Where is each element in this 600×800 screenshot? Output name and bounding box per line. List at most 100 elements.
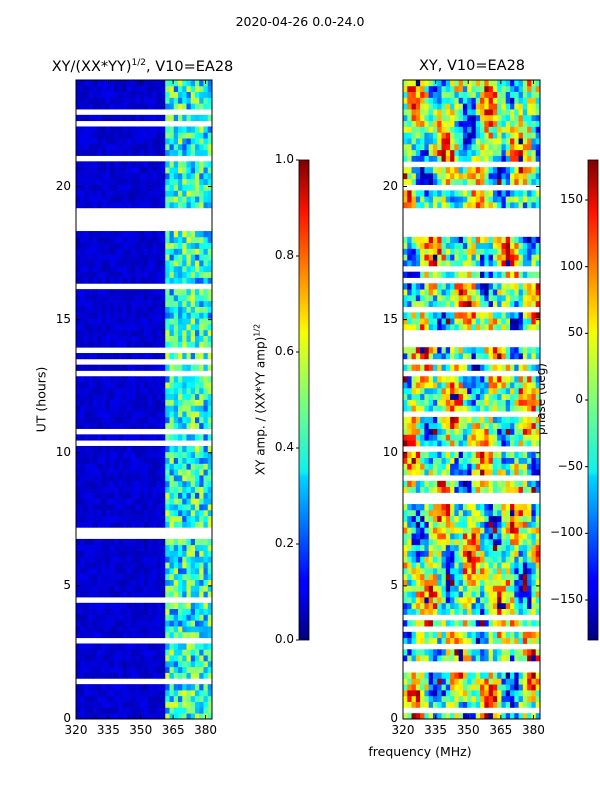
left-heatmap-cell <box>105 445 111 453</box>
left-heatmap-cell <box>122 138 128 145</box>
left-heatmap-cell <box>110 602 115 610</box>
left-heatmap-cell <box>101 411 107 418</box>
left-heatmap-cell <box>114 138 119 145</box>
right-heatmap-cell <box>484 509 490 517</box>
left-heatmap-cell <box>122 85 128 93</box>
right-heatmap-cell <box>437 597 442 604</box>
left-heatmap-cell <box>144 80 149 87</box>
right-heatmap-cell <box>454 387 460 395</box>
left-heatmap-cell <box>139 242 145 249</box>
left-heatmap-cell <box>165 556 170 563</box>
left-heatmap-cell <box>165 97 170 104</box>
left-heatmap-cell <box>152 184 158 191</box>
left-heatmap-cell <box>203 562 209 569</box>
right-heatmap-cell <box>471 689 477 697</box>
right-heatmap-cell <box>445 422 451 429</box>
left-heatmap-cell <box>80 689 85 697</box>
left-heatmap-cell <box>101 620 107 627</box>
right-heatmap-cell <box>462 585 468 592</box>
right-heatmap-cell <box>488 521 494 528</box>
right-heatmap-cell <box>527 655 532 662</box>
left-heatmap-cell <box>173 103 179 110</box>
right-heatmap-cell <box>471 347 477 354</box>
right-heatmap-cell <box>454 318 460 325</box>
right-heatmap-cell <box>415 242 421 249</box>
left-heatmap-cell <box>182 509 187 517</box>
left-heatmap-cell <box>97 626 102 633</box>
right-heatmap-cell <box>415 463 421 470</box>
left-heatmap-cell <box>135 387 141 395</box>
left-heatmap-cell <box>97 300 102 307</box>
right-heatmap-cell <box>501 294 507 302</box>
right-heatmap-cell <box>480 300 485 307</box>
right-heatmap-cell <box>522 353 528 360</box>
left-heatmap-cell <box>110 387 115 395</box>
left-heatmap-cell <box>203 231 209 238</box>
right-heatmap-cell <box>403 573 408 580</box>
right-heatmap-cell <box>424 440 430 447</box>
right-heatmap-cell <box>428 463 434 470</box>
right-heatmap-cell <box>445 451 451 458</box>
left-heatmap-cell <box>182 364 187 371</box>
left-heatmap-cell <box>122 335 128 342</box>
right-heatmap-cell <box>441 440 447 447</box>
left-heatmap-cell <box>165 196 170 203</box>
left-heatmap-cell <box>199 626 204 633</box>
left-heatmap-cell <box>135 486 141 493</box>
right-heatmap-cell <box>462 631 468 639</box>
left-heatmap-cell <box>84 504 90 511</box>
left-heatmap-cell <box>127 631 132 639</box>
left-heatmap-cell <box>105 323 111 331</box>
right-heatmap-cell <box>488 428 494 435</box>
left-heatmap-cell <box>135 190 141 197</box>
right-heatmap-cell <box>492 567 498 575</box>
left-heatmap-cell <box>122 306 128 313</box>
right-heatmap-cell <box>428 393 434 400</box>
right-heatmap-cell <box>407 713 412 719</box>
left-heatmap-cell <box>186 498 192 505</box>
right-heatmap-cell <box>467 236 472 244</box>
left-heatmap-cell <box>152 521 158 528</box>
left-heatmap-cell <box>105 382 111 389</box>
right-heatmap-cell <box>424 318 430 325</box>
right-heatmap-cell <box>450 608 455 615</box>
right-heatmap-cell <box>458 637 464 644</box>
left-heatmap-cell <box>186 201 192 209</box>
left-heatmap-cell <box>118 457 124 464</box>
left-heatmap-cell <box>131 149 136 156</box>
right-heatmap-cell <box>492 451 498 458</box>
left-heatmap-cell <box>148 672 153 679</box>
right-heatmap-cell <box>471 504 477 511</box>
right-heatmap-cell <box>484 573 490 580</box>
left-heatmap-cell <box>203 550 209 557</box>
right-heatmap-cell <box>407 318 412 325</box>
left-heatmap-cell <box>190 602 196 610</box>
left-heatmap-cell <box>199 544 204 551</box>
right-heatmap-cell <box>535 695 540 702</box>
right-heatmap-cell <box>407 695 412 702</box>
left-heatmap-cell <box>203 114 209 122</box>
left-heatmap-cell <box>105 335 111 342</box>
right-heatmap-cell <box>514 300 519 307</box>
right-heatmap-cell <box>420 434 425 441</box>
left-heatmap-cell <box>148 254 153 261</box>
right-heatmap-cell <box>518 480 524 488</box>
right-heatmap-cell <box>411 463 417 470</box>
left-heatmap-cell <box>122 509 128 517</box>
right-heatmap-cell <box>535 550 540 557</box>
right-heatmap-cell <box>454 695 460 702</box>
left-heatmap-cell <box>114 451 119 458</box>
right-heatmap-cell <box>514 457 519 464</box>
left-heatmap-cell <box>148 265 153 273</box>
left-heatmap-cell <box>169 312 175 319</box>
left-heatmap-cell <box>105 132 111 139</box>
left-heatmap-cell <box>182 97 187 104</box>
left-heatmap-cell <box>76 126 81 133</box>
right-heatmap-cell <box>424 387 430 395</box>
left-heatmap-cell <box>195 660 200 668</box>
left-heatmap-cell <box>169 138 175 145</box>
left-heatmap-cell <box>88 277 94 284</box>
right-heatmap-cell <box>484 620 490 627</box>
right-heatmap-cell <box>484 283 490 290</box>
left-heatmap-cell <box>161 445 166 453</box>
